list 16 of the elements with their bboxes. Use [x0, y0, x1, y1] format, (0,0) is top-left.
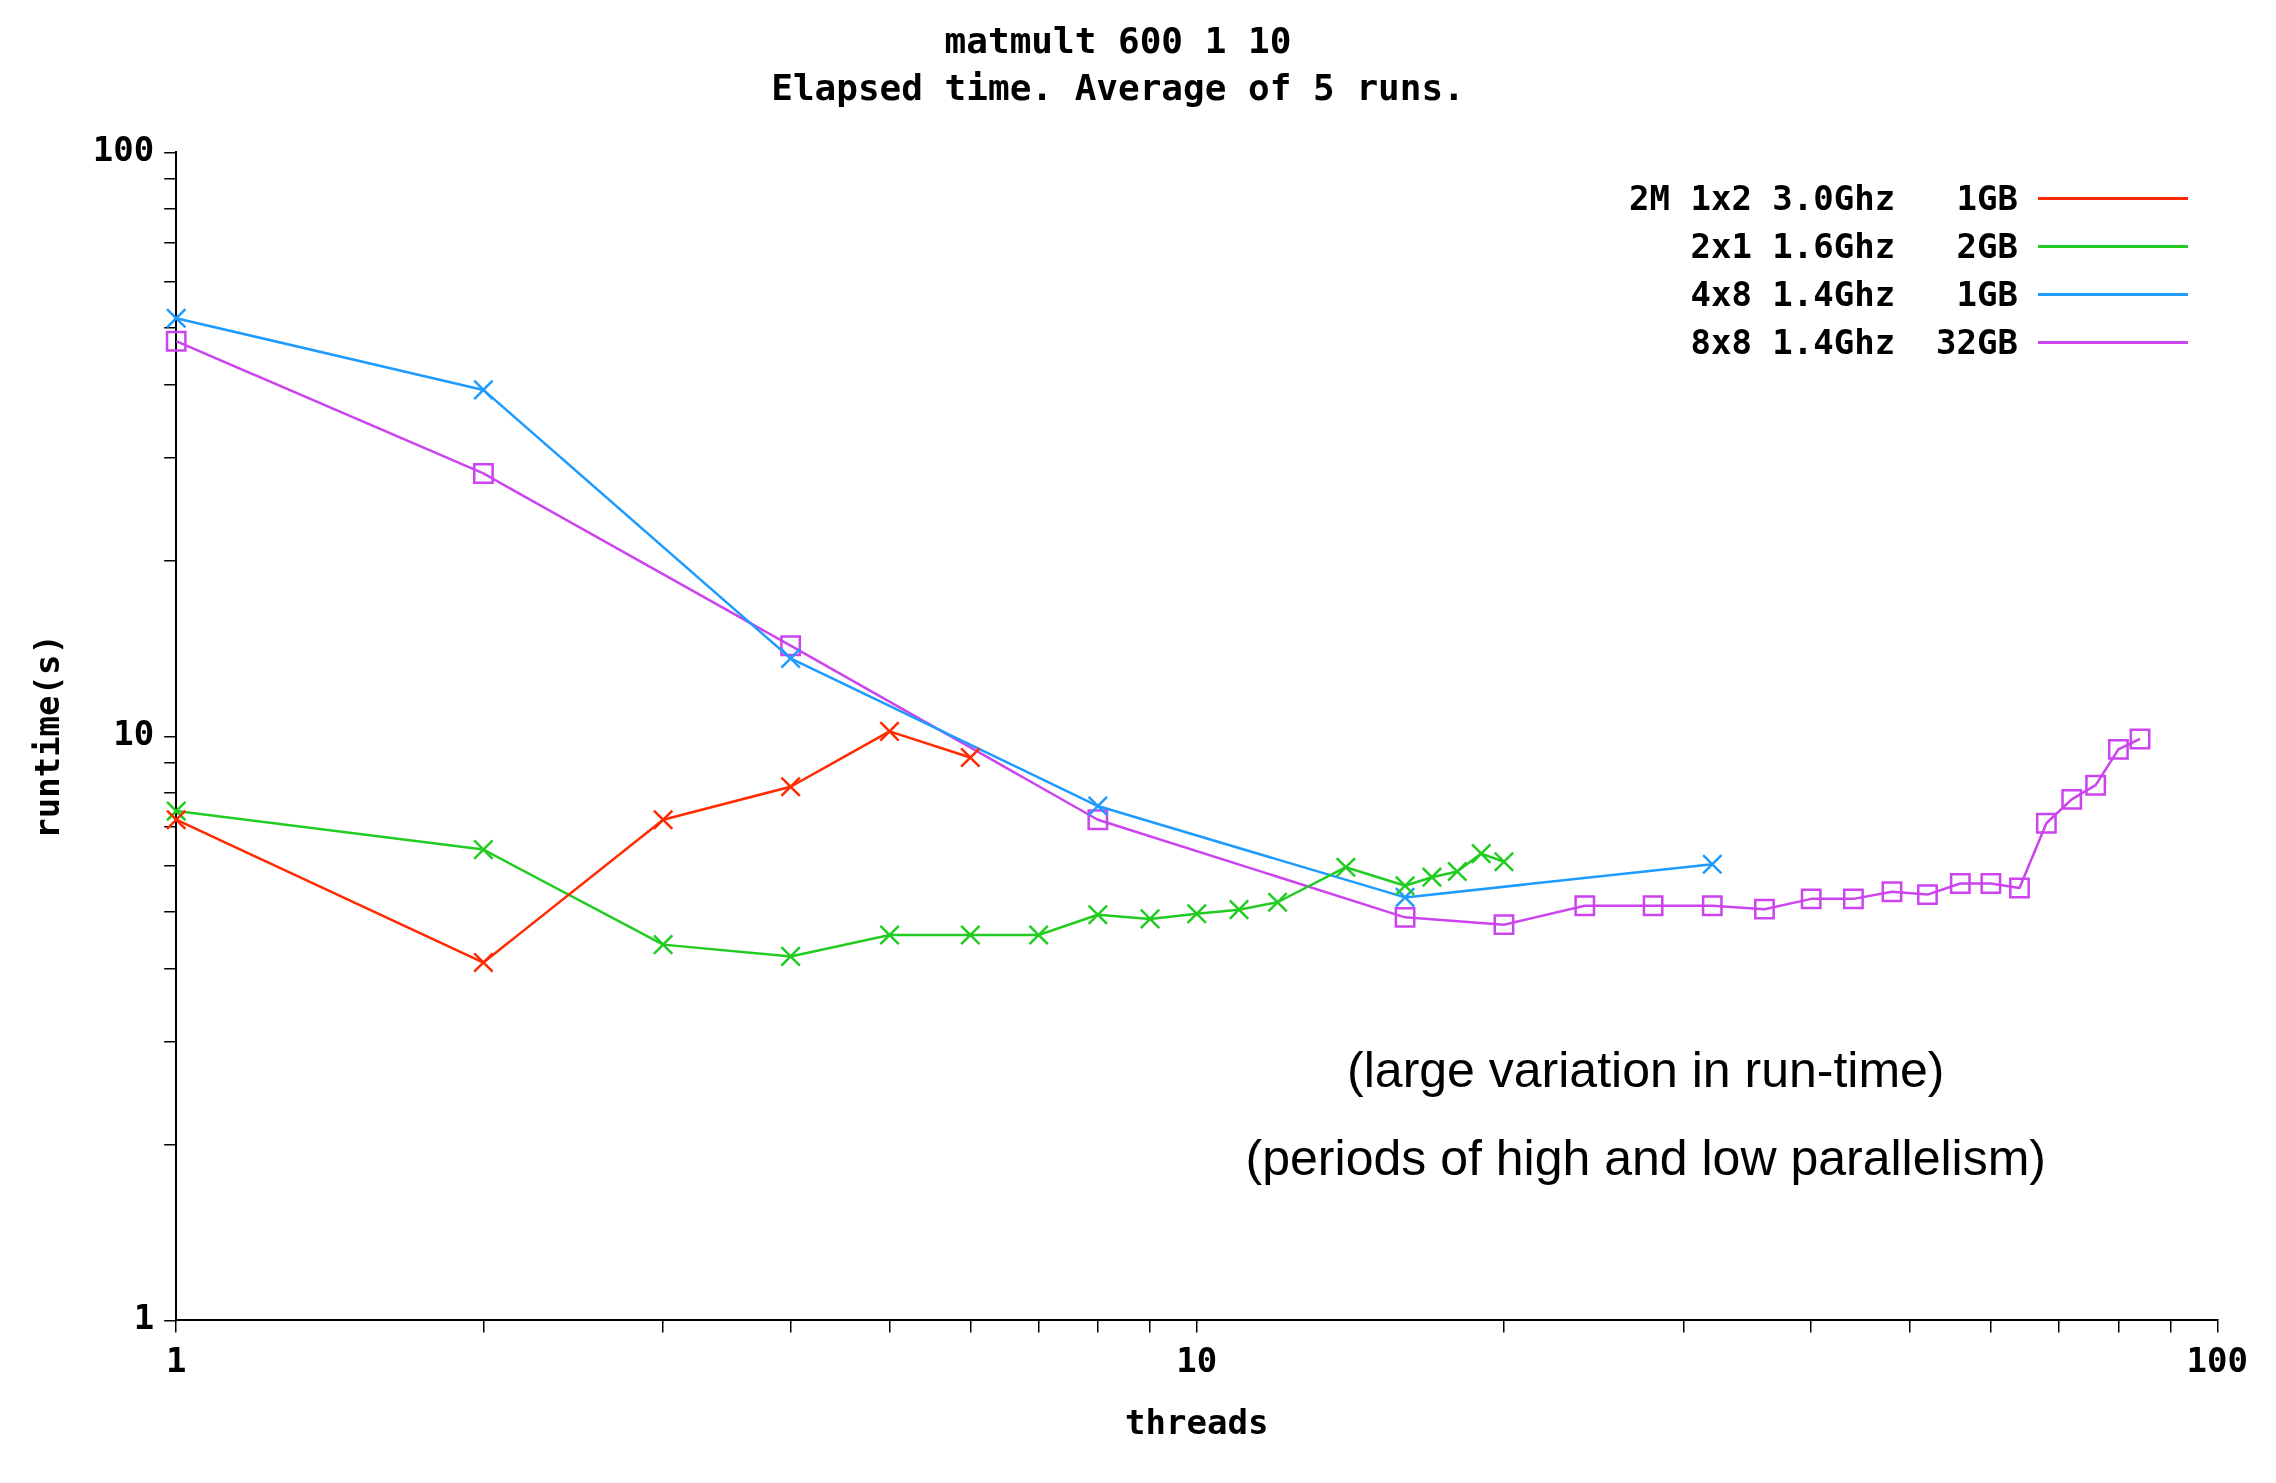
chart-title: matmult 600 1 10 — [944, 19, 1292, 61]
legend-label: 2x1 1.6Ghz 2GB — [1690, 226, 2018, 266]
y-axis-title: runtime(s) — [27, 634, 68, 839]
legend-label: 8x8 1.4Ghz 32GB — [1690, 322, 2018, 362]
annotation: (periods of high and low parallelism) — [1245, 1129, 2046, 1186]
legend-label: 2M 1x2 3.0Ghz 1GB — [1629, 178, 2018, 218]
chart-subtitle: Elapsed time. Average of 5 runs. — [771, 67, 1465, 109]
x-tick-label: 10 — [1176, 1339, 1218, 1380]
x-tick-label: 1 — [165, 1339, 187, 1380]
x-tick-label: 100 — [2186, 1339, 2249, 1380]
x-axis-title: threads — [1125, 1402, 1269, 1443]
annotation: (large variation in run-time) — [1347, 1041, 1945, 1098]
y-tick-label: 1 — [133, 1297, 155, 1338]
y-tick-label: 100 — [92, 129, 155, 170]
legend-label: 4x8 1.4Ghz 1GB — [1690, 274, 2018, 314]
y-tick-label: 10 — [113, 713, 155, 754]
